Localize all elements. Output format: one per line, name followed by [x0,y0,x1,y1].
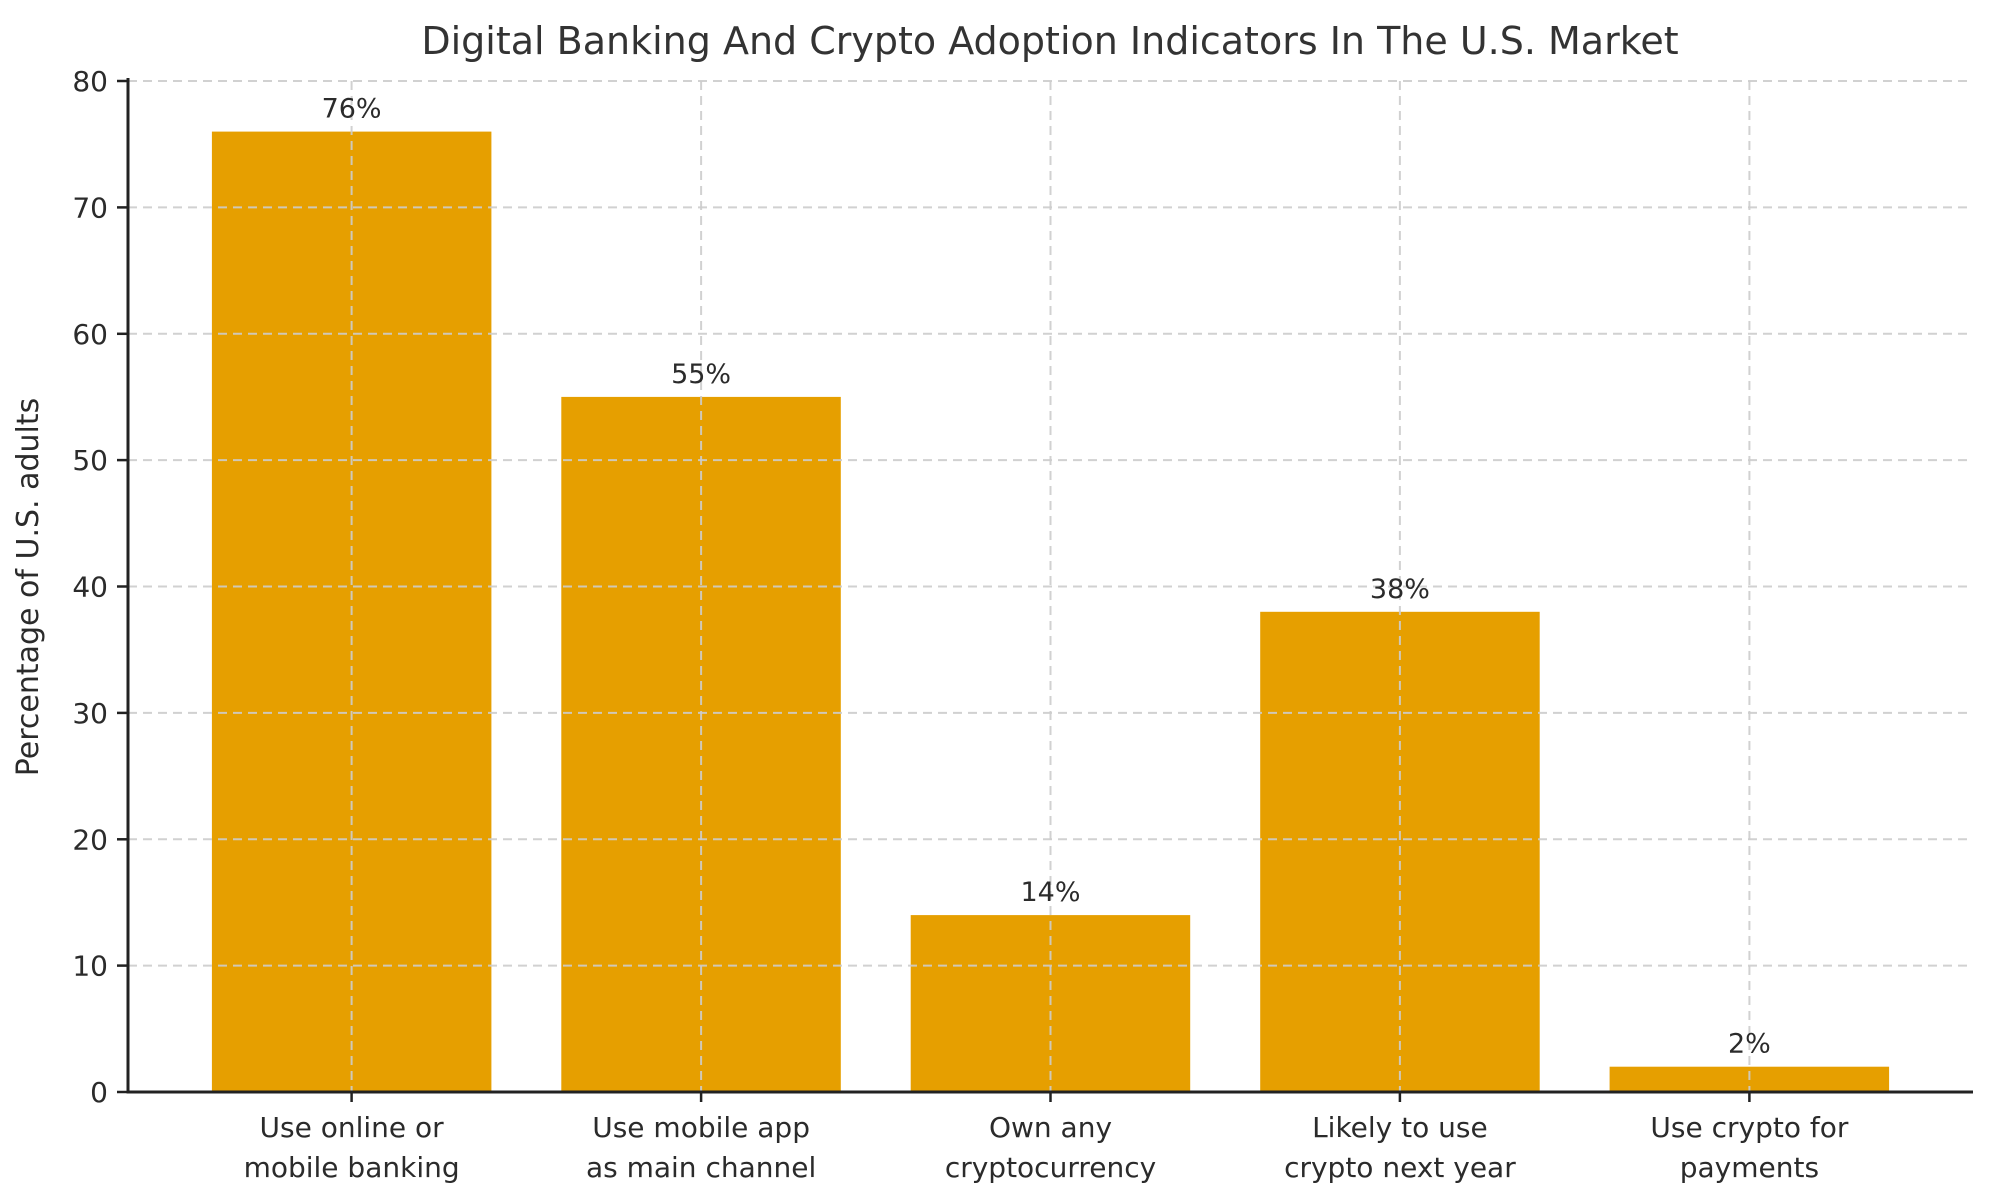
y-tick-label-40: 40 [72,571,108,604]
labels-layer: 0 10 20 30 40 50 60 70 80 Use online or mobile ban… [72,65,1849,1184]
y-tick-label-30: 30 [72,697,108,730]
x-tick-label-1: Use mobile app as main channel [586,1111,816,1184]
y-tick-label-0: 0 [90,1076,108,1109]
axes-layer [117,78,1973,1102]
chart-title: Digital Banking And Crypto Adoption Indi… [421,19,1678,63]
x-tick-label-2: Own any cryptocurrency [945,1111,1156,1184]
y-tick-label-10: 10 [72,950,108,983]
y-axis-label: Percentage of U.S. adults [11,398,46,777]
x-tick-label-3: Likely to use crypto next year [1284,1111,1516,1184]
value-label-2: 14% [1020,877,1080,908]
y-tick-label-20: 20 [72,823,108,856]
gridlines-layer [128,80,1973,1092]
value-label-4: 2% [1728,1029,1771,1060]
x-tick-label-4: Use crypto for payments [1650,1111,1848,1184]
y-tick-label-50: 50 [72,444,108,477]
y-tick-label-80: 80 [72,65,108,98]
value-label-0: 76% [322,94,382,125]
value-label-3: 38% [1370,574,1430,605]
y-tick-label-70: 70 [72,191,108,224]
x-tick-label-0: Use online or mobile banking [244,1111,460,1184]
y-tick-label-60: 60 [72,318,108,351]
value-label-1: 55% [671,359,731,390]
